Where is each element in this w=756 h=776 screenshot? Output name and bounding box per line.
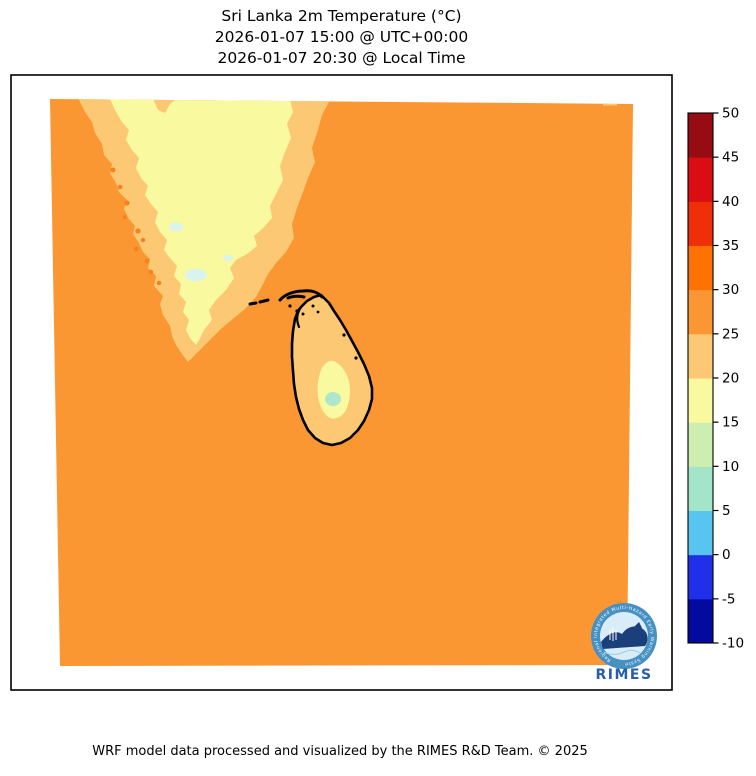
island-dot (316, 310, 320, 314)
colorbar-segment (688, 289, 713, 335)
footer-credit: WRF model data processed and visualized … (92, 744, 588, 759)
chart-title-block: Sri Lanka 2m Temperature (°C) 2026-01-07… (11, 6, 672, 69)
colorbar-segment (688, 510, 713, 556)
sri-lanka-cool-patch (317, 360, 350, 419)
warm-spot (140, 237, 146, 243)
colorbar-tick-label: 10 (722, 459, 739, 475)
colorbar-tick-label: 20 (722, 371, 739, 387)
india-interior-cool (110, 99, 293, 345)
colorbar-tick-label: 0 (722, 547, 731, 563)
colorbar-segment (688, 333, 713, 379)
warm-spot (148, 269, 154, 275)
warm-spot (122, 214, 128, 220)
island-dot (342, 333, 346, 337)
colorbar-tick-label: -5 (722, 591, 735, 607)
coastal-specks (288, 304, 358, 360)
jaffna-coast (278, 289, 324, 302)
colorbar-tick-label: 15 (722, 415, 739, 431)
colorbar-tick-label: 25 (722, 326, 739, 342)
island-dot (354, 356, 358, 360)
island-dot (295, 309, 299, 313)
colorbar-segment (688, 466, 713, 511)
colorbar-tick-label: 50 (722, 106, 739, 122)
chart-subtitle-utc: 2026-01-07 15:00 @ UTC+00:00 (214, 28, 469, 46)
colorbar-tick-label: 35 (722, 238, 739, 254)
colorbar-tick-label: 40 (722, 194, 739, 210)
rimes-wordmark: RIMES (595, 667, 652, 683)
island-dot (301, 312, 305, 316)
colorbar-segment (688, 201, 713, 246)
warm-spot (144, 258, 150, 264)
sri-lanka-highland-patch (325, 392, 341, 406)
colorbar-segment (688, 554, 713, 600)
ghats-warm-spots (110, 167, 162, 286)
jaffna-islands (248, 289, 324, 329)
colorbar-segment (688, 422, 713, 467)
island-dot (311, 304, 315, 308)
colorbar-tick-label: -10 (722, 636, 744, 652)
rimes-logo-waves-icon (603, 627, 641, 655)
colorbar-segment (688, 378, 713, 423)
jaffna-lagoon (286, 294, 306, 300)
warm-spot (124, 200, 130, 206)
colorbar-tick-label: 45 (722, 150, 739, 166)
warm-spot (110, 167, 116, 173)
colorbar-tick-label: 5 (722, 503, 731, 519)
chart-title: Sri Lanka 2m Temperature (°C) (221, 7, 462, 25)
colorbar-segment (688, 598, 713, 644)
water-body-patch (185, 269, 207, 281)
island-speck (258, 298, 270, 304)
sea-wave (603, 649, 641, 655)
water-body-patch (223, 255, 233, 261)
colorbar-segment (688, 157, 713, 202)
colorbar-segment (688, 245, 713, 291)
rimes-logo-bird (634, 622, 642, 630)
warm-spot (156, 280, 162, 286)
warm-spot (135, 228, 141, 234)
island-speck (248, 301, 258, 306)
chart-subtitle-local: 2026-01-07 20:30 @ Local Time (217, 49, 466, 67)
water-body-patch (169, 222, 183, 232)
colorbar-segment (688, 113, 713, 158)
warm-spot (133, 246, 139, 252)
warm-spot (117, 184, 123, 190)
colorbar-tick-label: 30 (722, 282, 739, 298)
island-dot (288, 304, 292, 308)
mannar-coast (296, 305, 303, 329)
rimes-logo-landmass (601, 626, 648, 649)
